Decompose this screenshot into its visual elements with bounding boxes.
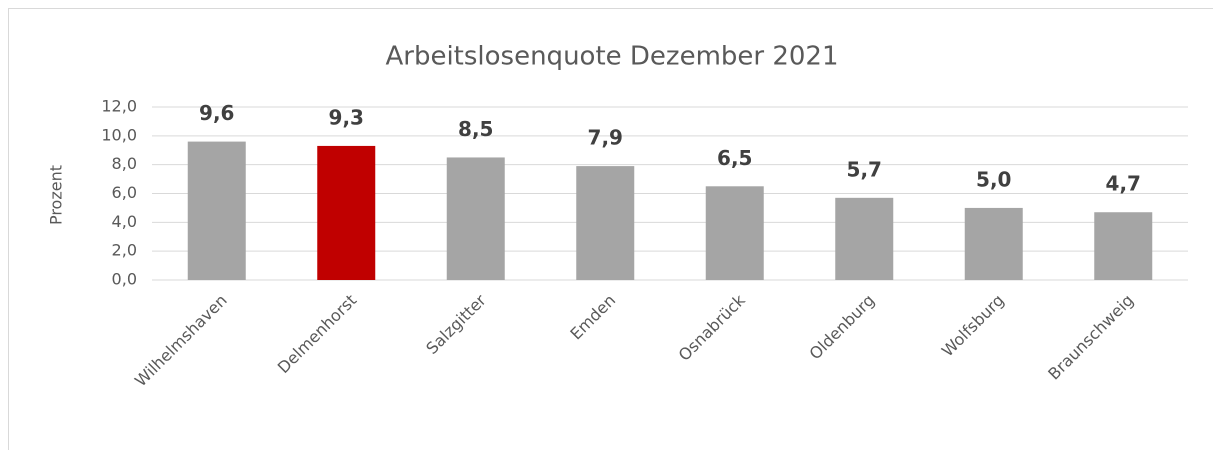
x-tick-label: Osnabrück (675, 290, 750, 365)
y-tick-label: 8,0 (112, 154, 137, 173)
x-tick-label: Wilhelmshaven (131, 291, 231, 391)
bar (187, 141, 246, 280)
x-tick-label: Emden (566, 291, 619, 344)
chart-frame (8, 8, 1213, 450)
value-label: 5,0 (976, 167, 1011, 191)
bar (446, 157, 505, 280)
bar (964, 207, 1023, 280)
value-label: 6,5 (717, 146, 752, 170)
x-tick-label: Wolfsburg (938, 291, 1008, 361)
y-tick-label: 0,0 (112, 270, 137, 289)
value-label: 7,9 (588, 126, 623, 150)
value-label: 8,5 (458, 117, 493, 141)
x-tick-label: Oldenburg (805, 291, 878, 364)
y-tick-label: 10,0 (101, 125, 137, 144)
bar (317, 145, 376, 280)
value-label: 5,7 (847, 157, 882, 181)
bar (705, 186, 764, 280)
y-tick-label: 4,0 (112, 212, 137, 231)
x-tick-label: Delmenhorst (274, 291, 360, 377)
value-label: 9,3 (329, 105, 364, 129)
bar (576, 166, 635, 280)
value-label: 9,6 (199, 101, 234, 125)
x-tick-label: Braunschweig (1044, 291, 1137, 384)
value-label: 4,7 (1106, 172, 1141, 196)
bar (1094, 212, 1153, 280)
y-tick-label: 12,0 (101, 97, 137, 116)
x-tick-label: Salzgitter (422, 290, 490, 358)
y-tick-label: 6,0 (112, 183, 137, 202)
bar (835, 197, 894, 280)
y-tick-label: 2,0 (112, 241, 137, 260)
y-axis-label: Prozent (47, 165, 66, 225)
chart-title: Arbeitslosenquote Dezember 2021 (385, 42, 838, 72)
